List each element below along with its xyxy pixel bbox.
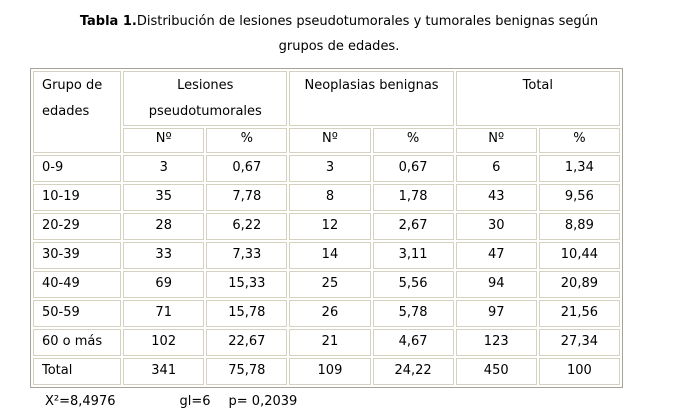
value-cell: 71	[123, 300, 205, 327]
subheader-pct-neoplasias: %	[372, 128, 454, 153]
table-row: 0-9 3 0,67 3 0,67 6 1,34	[33, 155, 620, 182]
header-group-lesiones: Lesiones pseudotumorales	[123, 71, 288, 126]
value-cell: 0,67	[206, 155, 288, 182]
p-value: p= 0,2039	[228, 394, 298, 409]
value-cell: 25	[289, 271, 371, 298]
value-cell: 123	[455, 329, 537, 356]
table-row: 30-39 33 7,33 14 3,11 47 10,44	[33, 242, 620, 269]
header-group-neoplasias: Neoplasias benignas	[289, 71, 454, 126]
value-cell: 94	[455, 271, 537, 298]
table-row: 60 o más 102 22,67 21 4,67 123 27,34	[33, 329, 620, 356]
value-cell: 6,22	[206, 213, 288, 240]
value-cell: 10,44	[538, 242, 620, 269]
value-cell: 22,67	[206, 329, 288, 356]
table-title: Tabla 1.Distribución de lesiones pseudot…	[0, 9, 678, 59]
value-cell: 3	[289, 155, 371, 182]
value-cell: 20,89	[538, 271, 620, 298]
value-cell: 75,78	[206, 358, 288, 385]
table-row-total: Total 341 75,78 109 24,22 450 100	[33, 358, 620, 385]
value-cell: 33	[123, 242, 205, 269]
header-group-lesiones-line1: Lesiones	[177, 78, 234, 93]
value-cell: 8,89	[538, 213, 620, 240]
row-label-cell: 40-49	[33, 271, 122, 298]
value-cell: 6	[455, 155, 537, 182]
value-cell: 109	[289, 358, 371, 385]
value-cell: 26	[289, 300, 371, 327]
header-group-lesiones-line2: pseudotumorales	[148, 104, 262, 119]
value-cell: 4,67	[372, 329, 454, 356]
value-cell: 100	[538, 358, 620, 385]
value-cell: 15,78	[206, 300, 288, 327]
value-cell: 12	[289, 213, 371, 240]
value-cell: 1,78	[372, 184, 454, 211]
row-label-cell: 60 o más	[33, 329, 122, 356]
subheader-n-lesiones: Nº	[123, 128, 205, 153]
header-group-total-line1: Total	[522, 78, 554, 93]
degrees-of-freedom-value: gl=6	[179, 394, 211, 409]
stats-footer: X²=8,4976 gl=6 p= 0,2039	[45, 394, 678, 409]
data-table: Grupo de edades Lesiones pseudotumorales…	[30, 68, 623, 388]
header-grupo-edades: Grupo de edades	[33, 71, 122, 153]
value-cell: 0,67	[372, 155, 454, 182]
value-cell: 3,11	[372, 242, 454, 269]
value-cell: 2,67	[372, 213, 454, 240]
value-cell: 21,56	[538, 300, 620, 327]
row-label-cell: Total	[33, 358, 122, 385]
value-cell: 15,33	[206, 271, 288, 298]
header-sub-row: Nº % Nº % Nº %	[33, 128, 620, 153]
value-cell: 7,78	[206, 184, 288, 211]
subheader-pct-lesiones: %	[206, 128, 288, 153]
value-cell: 8	[289, 184, 371, 211]
row-label-cell: 10-19	[33, 184, 122, 211]
header-group-total: Total	[455, 71, 620, 126]
value-cell: 28	[123, 213, 205, 240]
table-row: 20-29 28 6,22 12 2,67 30 8,89	[33, 213, 620, 240]
table-row: 10-19 35 7,78 8 1,78 43 9,56	[33, 184, 620, 211]
row-label-cell: 0-9	[33, 155, 122, 182]
value-cell: 69	[123, 271, 205, 298]
header-group-neoplasias-line1: Neoplasias benignas	[304, 78, 439, 93]
row-label-cell: 30-39	[33, 242, 122, 269]
value-cell: 97	[455, 300, 537, 327]
value-cell: 450	[455, 358, 537, 385]
value-cell: 27,34	[538, 329, 620, 356]
value-cell: 5,78	[372, 300, 454, 327]
table-title-label: Tabla 1.	[79, 14, 137, 29]
value-cell: 1,34	[538, 155, 620, 182]
value-cell: 24,22	[372, 358, 454, 385]
value-cell: 102	[123, 329, 205, 356]
value-cell: 47	[455, 242, 537, 269]
table-row: 40-49 69 15,33 25 5,56 94 20,89	[33, 271, 620, 298]
row-label-cell: 20-29	[33, 213, 122, 240]
table-title-line1: Distribución de lesiones pseudotumorales…	[136, 14, 599, 29]
value-cell: 30	[455, 213, 537, 240]
value-cell: 341	[123, 358, 205, 385]
subheader-n-neoplasias: Nº	[289, 128, 371, 153]
header-group-row: Grupo de edades Lesiones pseudotumorales…	[33, 71, 620, 153]
value-cell: 14	[289, 242, 371, 269]
value-cell: 9,56	[538, 184, 620, 211]
value-cell: 7,33	[206, 242, 288, 269]
value-cell: 35	[123, 184, 205, 211]
value-cell: 21	[289, 329, 371, 356]
value-cell: 43	[455, 184, 537, 211]
chi-square-value: X²=8,4976	[45, 394, 116, 409]
row-label-cell: 50-59	[33, 300, 122, 327]
value-cell: 3	[123, 155, 205, 182]
subheader-n-total: Nº	[455, 128, 537, 153]
subheader-pct-total: %	[538, 128, 620, 153]
value-cell: 5,56	[372, 271, 454, 298]
table-title-line2: grupos de edades.	[278, 39, 400, 54]
table-row: 50-59 71 15,78 26 5,78 97 21,56	[33, 300, 620, 327]
